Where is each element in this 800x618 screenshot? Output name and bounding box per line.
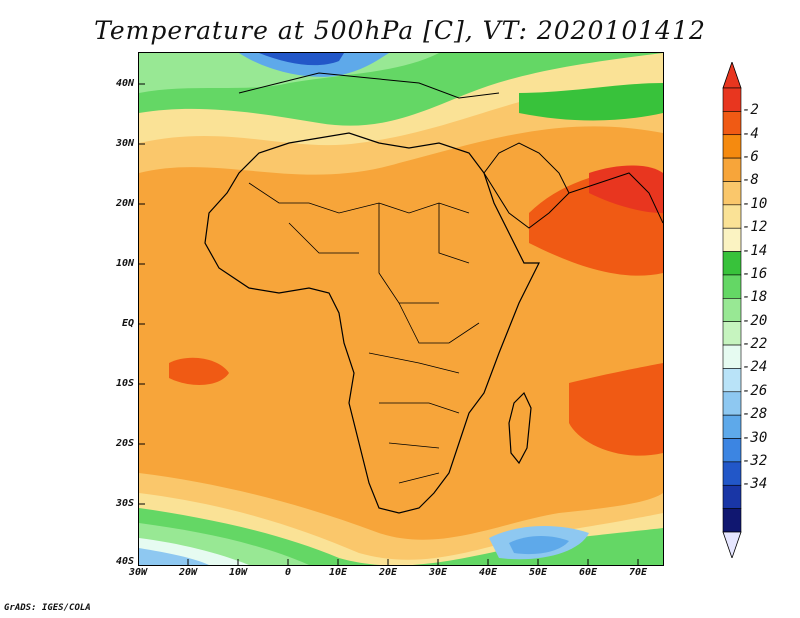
colorbar-segment <box>722 321 742 346</box>
hot-region-madagascar <box>569 363 663 456</box>
colorbar-segment <box>722 344 742 369</box>
lon-label-30w: 30W <box>128 567 148 578</box>
lon-label-70e: 70E <box>628 567 648 578</box>
colorbar-segment <box>722 368 742 393</box>
colorbar-label: -34 <box>742 476 768 493</box>
map-ticks <box>139 83 639 565</box>
lat-label-20s: 20S <box>115 438 134 449</box>
colorbar-label: -2 <box>742 102 759 119</box>
colorbar-label: -14 <box>742 242 768 259</box>
lon-label-10w: 10W <box>228 567 248 578</box>
colorbar-label: -28 <box>742 406 768 423</box>
colorbar-segment <box>722 298 742 322</box>
colorbar <box>722 62 742 558</box>
lon-label-40e: 40E <box>478 567 498 578</box>
colorbar-label: -24 <box>742 359 768 376</box>
colorbar-label: -10 <box>742 195 768 212</box>
colorbar-segment <box>722 391 742 416</box>
asia-coastline <box>568 172 663 224</box>
lat-label-30s: 30S <box>115 498 134 509</box>
colorbar-segment <box>722 251 742 276</box>
colorbar-segment <box>722 157 742 182</box>
colorbar-label: -16 <box>742 265 768 282</box>
map-canvas <box>139 53 663 565</box>
cold-core-south-deep <box>509 536 569 555</box>
lat-label-10n: 10N <box>115 258 134 269</box>
colorbar-label: -4 <box>742 125 759 142</box>
colorbar-segment <box>722 227 742 252</box>
hot-region-atlantic <box>169 357 229 385</box>
band-minus-12-east <box>519 83 663 121</box>
map-title: Temperature at 500hPa [C], VT: 202010141… <box>94 16 706 45</box>
lat-label-40s: 40S <box>115 556 134 567</box>
colorbar-segment <box>722 438 742 463</box>
colorbar-label: -30 <box>742 429 768 446</box>
colorbar-segment <box>722 274 742 299</box>
lat-label-eq: EQ <box>121 318 134 329</box>
colorbar-segment <box>722 181 742 206</box>
credit-text: GrADS: IGES/COLA <box>4 603 91 613</box>
colorbar-label: -12 <box>742 219 768 236</box>
lat-label-40n: 40N <box>115 78 134 89</box>
lon-label-20e: 20E <box>378 567 398 578</box>
madagascar-coastline <box>508 391 532 465</box>
africa-coastline <box>204 132 540 514</box>
lon-label-30e: 30E <box>428 567 448 578</box>
temperature-map <box>138 52 664 566</box>
lon-label-20w: 20W <box>178 567 198 578</box>
colorbar-label: -6 <box>742 149 759 166</box>
colorbar-segment <box>722 508 742 533</box>
europe-coastline <box>238 72 500 99</box>
colorbar-label: -26 <box>742 382 768 399</box>
cold-core-north-deep <box>259 53 344 66</box>
hotspot-iran <box>589 165 663 213</box>
colorbar-label: -22 <box>742 336 768 353</box>
lon-label-60e: 60E <box>578 567 598 578</box>
colorbar-segment <box>722 87 742 112</box>
lat-label-10s: 10S <box>115 378 134 389</box>
colorbar-segment <box>722 204 742 229</box>
lon-label-10e: 10E <box>328 567 348 578</box>
band-minus-24-south <box>139 548 209 565</box>
arabia-coastline <box>483 142 570 229</box>
colorbar-label: -18 <box>742 289 768 306</box>
lat-label-30n: 30N <box>115 138 134 149</box>
colorbar-segment <box>722 134 742 159</box>
colorbar-segment <box>722 414 742 439</box>
lat-label-20n: 20N <box>115 198 134 209</box>
colorbar-label: -20 <box>742 312 768 329</box>
colorbar-segment <box>722 484 742 509</box>
lon-label-0: 0 <box>284 567 292 578</box>
colorbar-label: -8 <box>742 172 759 189</box>
colorbar-label: -32 <box>742 452 768 469</box>
colorbar-segment <box>722 461 742 486</box>
lon-label-50e: 50E <box>528 567 548 578</box>
colorbar-top-arrow <box>722 62 742 89</box>
colorbar-segment <box>722 111 742 136</box>
country-borders <box>248 182 480 484</box>
colorbar-bottom-arrow <box>722 531 742 558</box>
